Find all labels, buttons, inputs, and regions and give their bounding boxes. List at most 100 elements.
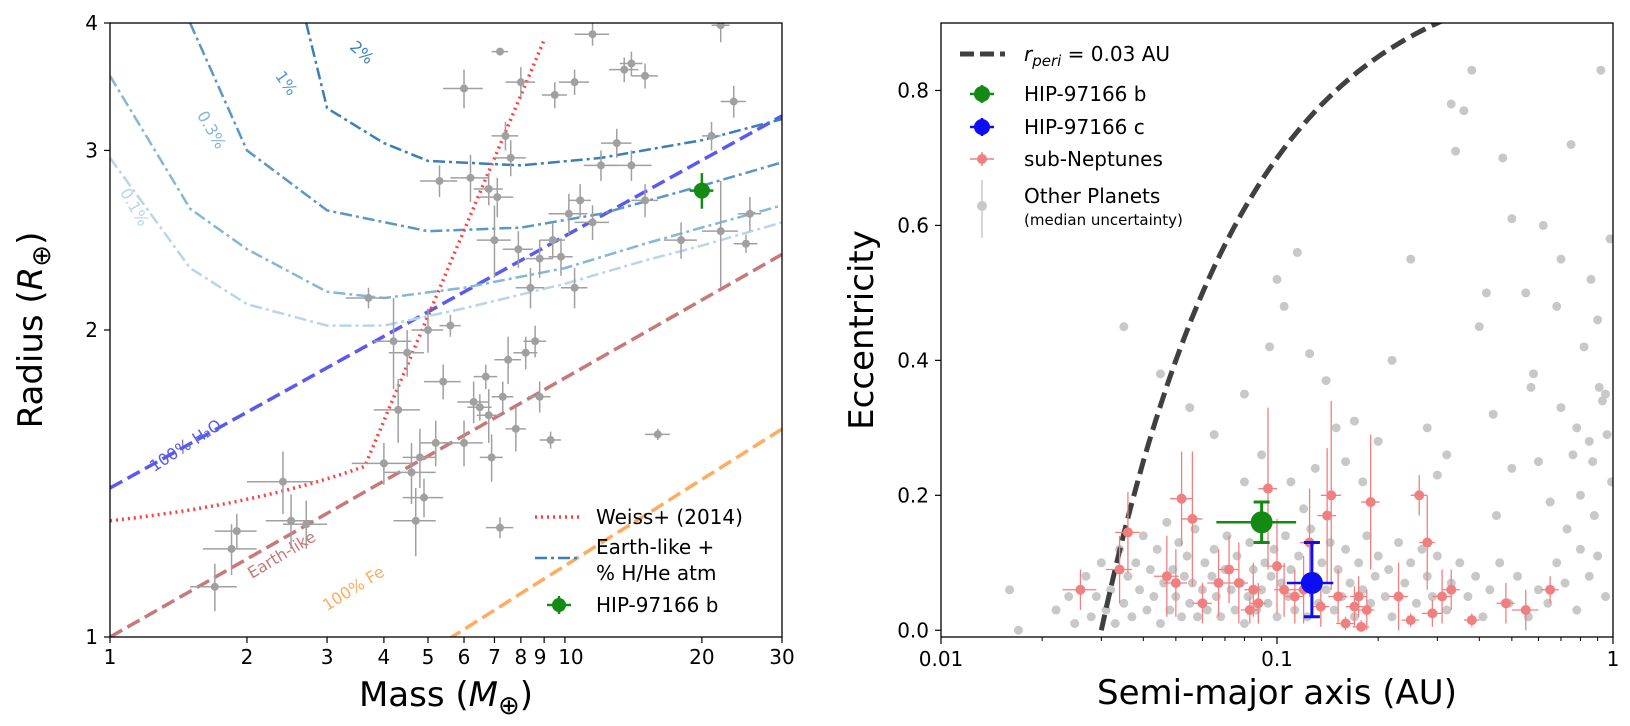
- other-planet-marker: [1266, 571, 1276, 581]
- rperi-line: [1098, 23, 1444, 631]
- planet-point: [439, 314, 461, 337]
- legend-other-label: Other Planets: [1024, 184, 1160, 208]
- other-planet-marker: [1373, 551, 1383, 561]
- planet-marker: [716, 23, 725, 30]
- y-tick-label: 0.4: [897, 348, 929, 372]
- other-planet-marker: [1602, 430, 1612, 440]
- hhe-curve-0: [110, 157, 782, 327]
- other-planet-marker: [1491, 511, 1501, 521]
- sub-neptune-marker: [1122, 527, 1133, 538]
- planet-point: [411, 308, 444, 353]
- planet-marker: [641, 71, 650, 80]
- other-planet-marker: [1331, 423, 1341, 433]
- planet-marker: [493, 193, 502, 202]
- other-planet-marker: [1370, 571, 1380, 581]
- planet-marker: [469, 397, 478, 406]
- planet-marker: [745, 209, 754, 218]
- other-planet-marker: [1467, 65, 1477, 75]
- planet-marker: [481, 372, 490, 381]
- planet-point: [423, 364, 461, 400]
- other-planet-marker: [1165, 605, 1175, 615]
- planet-marker: [716, 227, 725, 236]
- sub-neptune-marker: [1353, 591, 1364, 602]
- other-planet-marker: [1442, 450, 1452, 460]
- hhe-curve-2: [188, 23, 782, 233]
- other-planet-marker: [1568, 450, 1578, 460]
- other-planet-marker: [1513, 571, 1523, 581]
- planet-marker: [431, 438, 440, 447]
- planet-marker: [439, 377, 448, 386]
- other-planet-marker: [1560, 578, 1570, 588]
- other-planet-marker: [1552, 301, 1562, 311]
- planet-point: [373, 297, 412, 390]
- other-planet-marker: [1260, 558, 1270, 568]
- planet-marker: [446, 321, 455, 330]
- sub-neptune-marker: [1248, 584, 1259, 595]
- planet-marker: [570, 78, 579, 87]
- sub-neptune-marker: [1187, 513, 1198, 524]
- planet-marker: [496, 523, 505, 532]
- sub-neptune-marker: [1422, 537, 1433, 548]
- planet-point: [528, 381, 551, 413]
- other-planet-marker: [1478, 612, 1488, 622]
- planet-point: [568, 184, 591, 218]
- other-planet-marker: [1394, 538, 1404, 548]
- planet-point: [631, 63, 658, 89]
- planet-point: [479, 177, 514, 218]
- other-planet-marker: [1349, 416, 1359, 426]
- planet-marker: [620, 65, 629, 74]
- other-planet-marker: [1182, 551, 1192, 561]
- x-tick-label: 5: [422, 645, 435, 669]
- planet-marker: [379, 459, 388, 468]
- sub-neptune-marker: [1326, 490, 1337, 501]
- planet-marker: [227, 544, 236, 553]
- planet-marker: [653, 430, 662, 439]
- other-planet-marker: [1321, 585, 1331, 595]
- other-planet-marker: [1521, 288, 1531, 298]
- other-planet-marker: [1459, 106, 1469, 116]
- sub-neptune-point: [1401, 613, 1420, 627]
- planet-marker: [423, 326, 432, 334]
- other-planet-marker: [1299, 504, 1309, 514]
- legend-b-marker: [970, 85, 994, 103]
- x-tick-label: 0.1: [1261, 647, 1293, 671]
- left-legend: Weiss+ (2014) Earth-like + % H/He atm HI…: [535, 505, 743, 617]
- other-planet-marker: [1507, 214, 1517, 224]
- planet-point: [443, 420, 483, 467]
- planet-point: [450, 154, 489, 203]
- other-planet-marker: [1380, 592, 1390, 602]
- other-planet-marker: [1432, 551, 1442, 561]
- other-planet-marker: [1123, 571, 1133, 581]
- planet-point: [351, 442, 412, 485]
- hhe-curve-1: [110, 75, 782, 300]
- iron-label: 100% Fe: [319, 562, 388, 615]
- sub-neptune-marker: [1197, 598, 1208, 609]
- planet-marker: [548, 236, 557, 245]
- other-planet-marker: [1607, 477, 1613, 487]
- sub-neptune-point: [1410, 475, 1428, 516]
- planet-point: [494, 336, 521, 385]
- hhe-label-1: 1%: [271, 67, 301, 99]
- x-tick-label: 9: [534, 645, 547, 669]
- sub-neptune-point: [1419, 495, 1435, 590]
- planet-point: [609, 57, 639, 83]
- planet-point: [388, 330, 424, 377]
- planet-marker: [627, 59, 636, 68]
- sub-neptune-point: [1153, 535, 1179, 617]
- other-planet-marker: [1286, 477, 1296, 487]
- other-planet-marker: [1406, 254, 1416, 264]
- planet-marker: [588, 30, 597, 39]
- planet-point: [479, 434, 503, 482]
- other-planet-marker: [1533, 457, 1543, 467]
- planet-point: [711, 23, 730, 43]
- planet-marker: [729, 97, 738, 106]
- other-planet-marker: [1119, 598, 1129, 608]
- planet-marker: [741, 239, 750, 248]
- sub-neptune-marker: [1233, 578, 1244, 589]
- other-planet-marker: [1239, 619, 1249, 629]
- right-ticks: 0.01 0.1 1 0.0 0.2 0.4 0.6 0.8: [897, 78, 1619, 671]
- other-planet-marker: [1575, 544, 1585, 554]
- planet-marker: [627, 161, 636, 170]
- planet-point: [494, 140, 526, 177]
